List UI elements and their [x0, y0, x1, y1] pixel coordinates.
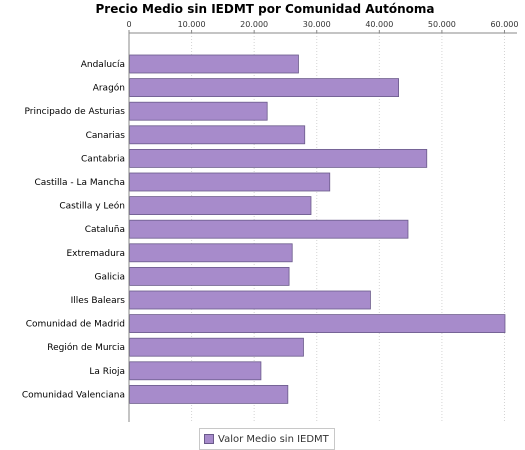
bar [129, 54, 299, 74]
bar [129, 361, 262, 381]
bar [129, 78, 399, 97]
category-label: Comunidad de Madrid [26, 320, 125, 330]
bar [129, 101, 268, 121]
category-label: Aragón [93, 83, 125, 94]
x-tick-label: 30.000 [303, 20, 331, 29]
legend-label: Valor Medio sin IEDMT [218, 433, 329, 445]
category-label: Canarias [86, 131, 126, 141]
bar [129, 337, 304, 357]
category-label: Cataluña [85, 225, 125, 235]
category-label: La Rioja [89, 367, 125, 377]
bar [129, 290, 371, 310]
axis-lines [128, 32, 517, 422]
bar [129, 172, 331, 192]
legend-swatch [204, 434, 214, 444]
x-tick-label: 10.000 [178, 20, 206, 29]
bar [129, 314, 506, 334]
category-label: Extremadura [67, 249, 126, 259]
category-label: Castilla y León [59, 201, 125, 212]
bar [129, 219, 409, 239]
category-label: Galicia [95, 272, 125, 282]
x-tick-label: 50.000 [428, 20, 456, 29]
bar [129, 243, 293, 263]
category-label: Región de Murcia [47, 342, 125, 353]
x-tick-label: 40.000 [365, 20, 393, 29]
category-label: Castilla - La Mancha [34, 178, 125, 188]
x-tick-label: 20.000 [240, 20, 268, 29]
bar [129, 196, 312, 216]
bar [129, 148, 428, 168]
category-label: Illes Balears [71, 296, 126, 306]
x-axis-ticks: 0 10.000 20.000 30.000 40.000 50.000 60.000 [126, 20, 518, 33]
x-tick-label: 60.000 [490, 20, 518, 29]
chart-title: Precio Medio sin IEDMT por Comunidad Aut… [96, 2, 435, 16]
x-tick-label: 0 [126, 20, 131, 29]
category-label: Cantabria [81, 154, 125, 164]
legend: Valor Medio sin IEDMT [199, 428, 335, 450]
bar [129, 384, 289, 404]
category-label: Comunidad Valenciana [22, 390, 125, 400]
category-labels: Andalucía Aragón Principado de Asturias Can… [22, 60, 125, 400]
category-label: Principado de Asturias [24, 107, 125, 117]
grid-lines [191, 33, 505, 422]
category-label: Andalucía [81, 60, 125, 70]
bar [129, 266, 290, 286]
bar [129, 125, 306, 145]
